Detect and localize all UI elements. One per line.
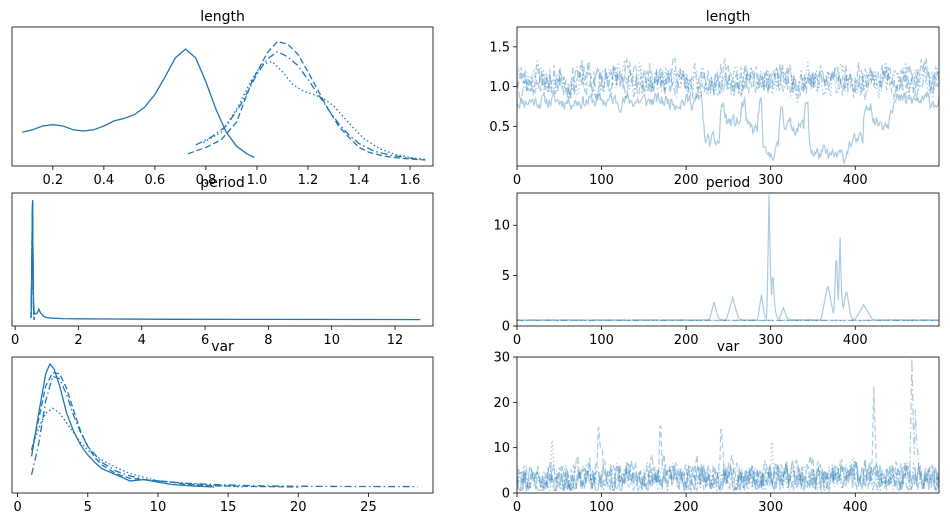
length-trace-xtick-label: 100 xyxy=(589,173,614,188)
var-trace-panel: 0 100 200 300 400 0 10 20 30 var xyxy=(493,339,940,515)
period-density-xtick-label: 4 xyxy=(138,333,146,348)
period-trace-xtick-label: 300 xyxy=(758,333,783,348)
period-density-series-3 xyxy=(30,203,35,321)
length-trace-axes-frame xyxy=(516,26,940,167)
var-density-xtick-label: 25 xyxy=(360,500,377,515)
length-trace-xtick-label: 200 xyxy=(674,173,699,188)
period-trace-ytick-label: 0 xyxy=(502,320,510,335)
length-trace-xtick-label: 400 xyxy=(843,173,868,188)
var-trace-ytick-label: 0 xyxy=(502,487,510,502)
var-density-xtick-label: 20 xyxy=(290,500,307,515)
var-trace-series-1 xyxy=(516,386,940,493)
var-density-xtick-label: 0 xyxy=(13,500,21,515)
var-trace-xtick-label: 0 xyxy=(513,500,521,515)
period-trace-ytick-label: 5 xyxy=(502,269,510,284)
var-density-xtick-label: 10 xyxy=(150,500,167,515)
period-density-xtick-label: 0 xyxy=(11,333,19,348)
length-density-panel: 0.2 0.4 0.6 0.8 1.0 1.2 1.4 1.6 length xyxy=(11,9,434,188)
var-density-series-0 xyxy=(30,362,215,488)
period-trace-axes-frame xyxy=(516,192,940,327)
length-density-series-1 xyxy=(187,40,426,161)
length-trace-xtick-label: 300 xyxy=(758,173,783,188)
var-density-xtick-label: 5 xyxy=(84,500,92,515)
length-density-xtick-label: 1.4 xyxy=(349,173,370,188)
var-density-axes-frame xyxy=(11,356,434,494)
var-trace-xtick-label: 100 xyxy=(589,500,614,515)
length-density-series-0 xyxy=(22,48,255,159)
period-density-xtick-label: 12 xyxy=(387,333,404,348)
period-density-xtick-label: 6 xyxy=(201,333,209,348)
period-trace-title: period xyxy=(706,175,751,191)
length-density-series-3 xyxy=(203,60,426,161)
var-density-xtick-label: 15 xyxy=(220,500,237,515)
period-density-xtick-label: 8 xyxy=(264,333,272,348)
period-trace-xtick-label: 100 xyxy=(589,333,614,348)
length-density-xtick-label: 1.0 xyxy=(247,173,268,188)
var-trace-xtick-label: 200 xyxy=(674,500,699,515)
length-trace-ytick-label: 0.5 xyxy=(489,120,510,135)
period-trace-xtick-label: 0 xyxy=(513,333,521,348)
period-trace-ytick-label: 10 xyxy=(493,219,510,234)
period-density-axes-frame xyxy=(11,192,434,327)
length-trace-title: length xyxy=(706,9,751,25)
length-trace-ytick-label: 1.0 xyxy=(489,80,510,95)
var-trace-ytick-label: 30 xyxy=(493,351,510,366)
length-trace-xtick-label: 0 xyxy=(513,173,521,188)
var-trace-xtick-label: 400 xyxy=(843,500,868,515)
length-trace-ytick-label: 1.5 xyxy=(489,40,510,55)
var-trace-title: var xyxy=(717,339,740,355)
period-trace-panel: 0 100 200 300 400 0 5 10 period xyxy=(493,175,940,348)
length-density-xtick-label: 1.2 xyxy=(298,173,319,188)
period-density-xtick-label: 10 xyxy=(323,333,340,348)
period-trace-series-0 xyxy=(516,194,939,321)
var-trace-series-0 xyxy=(516,460,940,493)
period-density-xtick-label: 2 xyxy=(74,333,82,348)
period-density-series-2 xyxy=(30,201,35,321)
length-density-xtick-label: 0.2 xyxy=(42,173,63,188)
length-density-axes-frame xyxy=(11,26,434,167)
length-trace-series-1 xyxy=(516,55,940,103)
var-trace-axes-frame xyxy=(516,356,940,494)
length-density-xtick-label: 0.6 xyxy=(145,173,166,188)
var-trace-ytick-label: 10 xyxy=(493,441,510,456)
length-density-xtick-label: 1.6 xyxy=(400,173,421,188)
length-density-series-2 xyxy=(195,50,426,161)
period-trace-xtick-label: 400 xyxy=(843,333,868,348)
length-density-xtick-label: 0.4 xyxy=(94,173,115,188)
var-density-series-1 xyxy=(30,371,299,488)
length-density-title: length xyxy=(200,9,245,25)
var-trace-series-3 xyxy=(516,440,940,493)
var-density-series-3 xyxy=(30,407,243,488)
period-density-title: period xyxy=(200,175,245,191)
var-trace-xtick-label: 300 xyxy=(758,500,783,515)
var-density-title: var xyxy=(211,339,234,355)
length-trace-series-3 xyxy=(516,59,940,104)
var-trace-series-2 xyxy=(516,358,940,493)
length-trace-series-0 xyxy=(516,91,940,166)
period-density-panel: 0 2 4 6 8 10 12 period xyxy=(11,175,434,348)
length-trace-panel: 0 100 200 300 400 0.5 1.0 1.5 length xyxy=(489,9,940,188)
var-trace-ytick-label: 20 xyxy=(493,396,510,411)
period-trace-xtick-label: 200 xyxy=(674,333,699,348)
length-density-xtick-label: 0.8 xyxy=(196,173,217,188)
length-trace-series-2 xyxy=(516,63,940,102)
var-density-panel: 0 5 10 15 20 25 var xyxy=(11,339,434,515)
period-density-series-0 xyxy=(30,202,421,321)
var-density-series-2 xyxy=(30,375,418,488)
